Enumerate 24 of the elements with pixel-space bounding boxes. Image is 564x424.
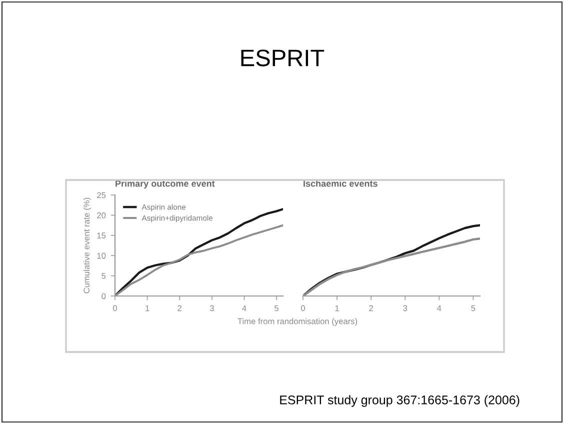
x-tick-label: 4 [242,305,246,312]
y-axis-title: Cumulative event rate (%) [83,198,92,294]
x-tick-label: 3 [210,305,214,312]
x-tick-label: 2 [178,305,182,312]
x-tick-label: 1 [146,305,150,312]
x-tick-label: 3 [403,305,408,312]
chart-title: Primary outcome event [116,180,215,189]
x-tick-label: 2 [369,305,373,312]
y-tick-label: 15 [97,232,106,238]
x-tick-label: 5 [274,305,279,312]
chart-title: Ischaemic events [304,180,378,187]
y-tick-label: 0 [102,293,106,300]
x-tick-label: 4 [437,305,442,312]
text: ESPRIT [241,50,324,66]
y-tick-label: 20 [97,212,106,218]
x-tick-label: 5 [471,305,476,312]
x-tick-label: 0 [301,305,305,312]
x-tick-label: 1 [335,305,339,312]
y-tick-label: 5 [102,273,106,279]
y-tick-label: 25 [97,192,106,198]
x-axis-title: Time from randomisation (years) [238,318,358,326]
text: ESPRIT study group 367:1665-1673 (2006) [280,395,520,407]
x-tick-label: 0 [113,305,117,312]
y-tick-label: 10 [97,252,106,259]
